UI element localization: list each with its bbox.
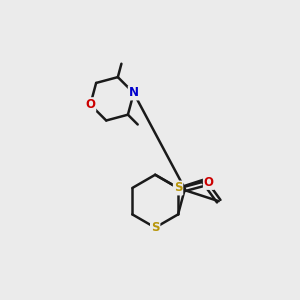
Text: S: S — [151, 221, 159, 234]
Text: N: N — [129, 86, 139, 100]
Text: S: S — [174, 182, 182, 194]
Text: O: O — [85, 98, 95, 111]
Text: O: O — [204, 176, 214, 189]
